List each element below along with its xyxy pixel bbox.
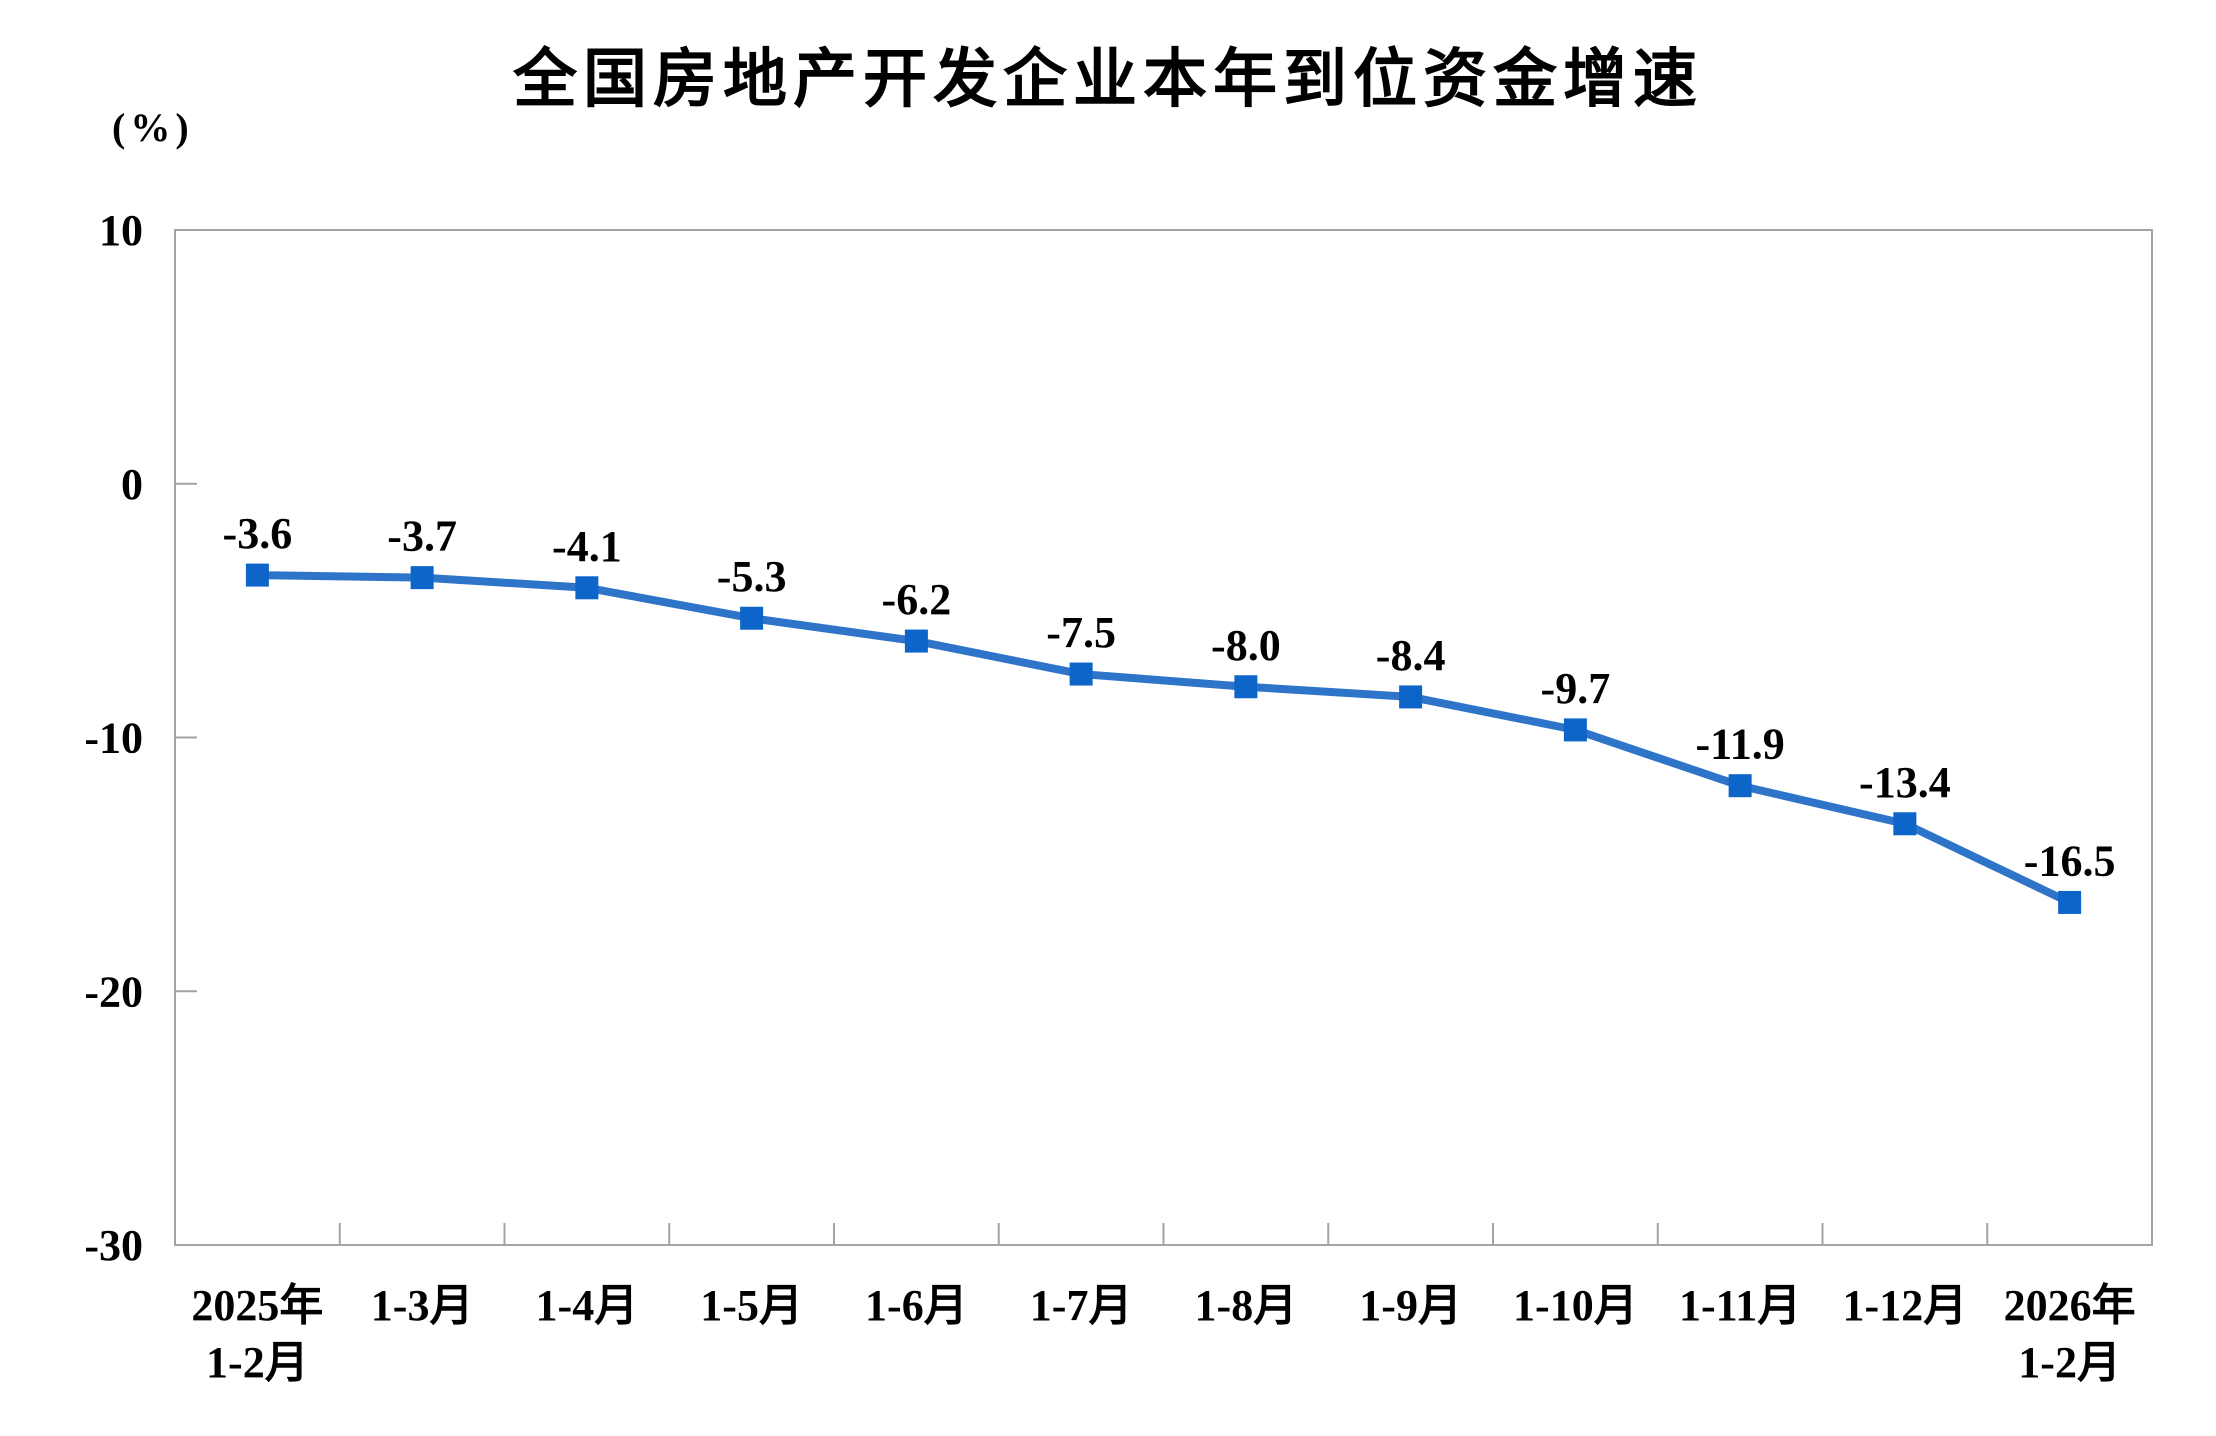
data-point-marker [904,629,928,653]
data-point-label: -3.7 [387,512,457,561]
y-axis-tick-label: -10 [84,714,143,763]
data-point-marker [245,563,269,587]
x-axis-tick-label: 1-3月 [371,1281,474,1330]
series-line [253,571,2074,907]
data-point-label: -8.0 [1211,621,1281,670]
data-point-label: -8.4 [1376,631,1446,680]
data-point-label: -9.7 [1541,664,1611,713]
x-axis-tick-label: 2026年 1-2月 [2004,1281,2136,1387]
data-point-marker [2058,890,2082,914]
x-axis-tick-label: 1-7月 [1030,1281,1133,1330]
chart-title: 全国房地产开发企业本年到位资金增速 [513,44,1703,115]
y-axis-tick-label: -30 [84,1221,143,1270]
x-axis-tick-label: 1-6月 [865,1281,968,1330]
data-point-marker [1563,718,1587,742]
x-axis-tick-label: 1-4月 [536,1281,639,1330]
y-axis-tick-label: 10 [99,206,143,255]
data-point-label: -16.5 [2024,836,2116,885]
x-axis-tick-label: 2025年 1-2月 [191,1281,323,1387]
data-point-label: -7.5 [1046,608,1116,657]
data-point-marker [410,566,434,590]
x-axis-tick-label: 1-5月 [700,1281,803,1330]
data-point-marker [575,576,599,600]
data-point-label: -6.2 [882,575,952,624]
x-axis-tick-label: 1-8月 [1195,1281,1298,1330]
y-axis-tick-label: -20 [84,967,143,1016]
plot-frame [174,229,2153,1246]
x-axis-tick-label: 1-11月 [1679,1281,1801,1330]
y-axis-tick-label: 0 [121,460,143,509]
x-axis-tick-label: 1-9月 [1359,1281,1462,1330]
x-axis-tick-label: 1-12月 [1843,1281,1968,1330]
data-point-marker [1728,774,1752,798]
data-point-label: -11.9 [1696,720,1785,769]
data-point-marker [740,606,764,630]
data-point-label: -4.1 [552,522,622,571]
y-axis-unit-label: (%) [112,105,194,150]
data-point-label: -13.4 [1859,758,1951,807]
data-point-label: -5.3 [717,552,787,601]
data-point-marker [1234,675,1258,699]
data-point-marker [1069,662,1093,686]
data-point-label: -3.6 [223,509,293,558]
data-point-marker [1893,812,1917,836]
x-axis-tick-label: 1-10月 [1513,1281,1638,1330]
data-point-marker [1399,685,1423,709]
